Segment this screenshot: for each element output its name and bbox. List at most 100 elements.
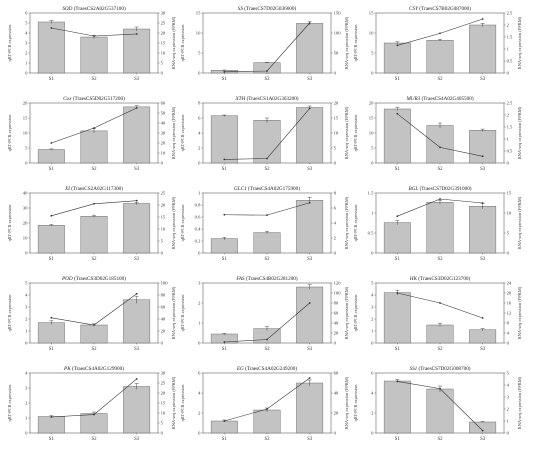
- right-tick-label: 0: [507, 251, 510, 256]
- category-label: S2: [437, 257, 443, 262]
- y2-axis-label: RNA-seq expression (FPKM): [171, 196, 176, 249]
- right-tick-label: 20: [161, 329, 166, 334]
- left-tick-label: 20: [23, 221, 28, 226]
- chart-panel-cox: Cox (TraesCS5D02G517200) 0 5 10 15 20 0 10 20 30 4…: [7, 95, 176, 172]
- category-label: S1: [49, 437, 55, 442]
- left-tick-label: 10: [23, 236, 28, 241]
- right-tick-label: 10: [161, 227, 166, 232]
- rnaseq-point: [481, 429, 484, 432]
- right-tick-label: 3: [507, 395, 510, 400]
- left-tick-label: 15: [23, 116, 28, 121]
- right-tick-label: 5: [507, 371, 510, 376]
- right-tick-label: 20: [334, 101, 339, 106]
- rnaseq-point: [396, 112, 399, 115]
- gene-name: EG: [236, 366, 244, 372]
- y2-axis-label: RNA-seq expression (FPKM): [171, 376, 176, 429]
- category-label: S1: [49, 167, 55, 172]
- right-tick-label: 30: [161, 131, 166, 136]
- rnaseq-point: [439, 32, 441, 35]
- right-tick-label: 50: [161, 111, 166, 116]
- category-label: S2: [264, 167, 270, 172]
- y2-axis-label: RNA-seq expression (FPKM): [517, 376, 522, 429]
- right-tick-label: 1: [507, 137, 510, 142]
- chart-panel-fas: FAS (TraesCS4B02G281200) 0 1 2 3 0 20 40 60 80 100…: [180, 275, 349, 352]
- bar-s1: [210, 238, 238, 254]
- right-tick-label: 0: [161, 341, 164, 346]
- category-label: S1: [49, 347, 55, 352]
- right-tick-label: 0: [334, 71, 337, 76]
- rnaseq-point: [481, 155, 484, 158]
- bar-s3: [469, 205, 497, 254]
- left-tick-label: 3: [198, 281, 201, 286]
- right-tick-label: 30: [161, 371, 166, 376]
- left-tick-label: 2: [25, 51, 28, 56]
- left-tick-label: 0.8: [195, 203, 201, 208]
- rnaseq-point: [223, 158, 226, 161]
- rnaseq-point: [396, 215, 399, 218]
- y-axis-label: qRT-PCR expression: [353, 384, 358, 422]
- left-tick-label: 6: [371, 371, 374, 376]
- left-tick-label: 0: [371, 431, 374, 436]
- left-tick-label: 1: [198, 321, 201, 326]
- rnaseq-point: [266, 70, 268, 72]
- left-tick-label: 0.5: [368, 231, 374, 236]
- left-tick-label: 4: [371, 391, 374, 396]
- bar-s1: [37, 225, 65, 254]
- panel-title: POD (TraesCS3D02G185100): [61, 275, 126, 282]
- right-tick-label: 80: [161, 293, 166, 298]
- panel-title: GLC1 (TraesCS4A02G175900): [234, 185, 300, 192]
- gene-name: GLC1: [234, 186, 247, 192]
- category-label: S3: [134, 347, 140, 352]
- category-label: S2: [264, 77, 270, 82]
- bar-s1: [37, 322, 65, 344]
- rnaseq-point: [50, 416, 53, 418]
- rnaseq-point: [50, 316, 53, 319]
- left-tick-label: 5: [198, 51, 201, 56]
- gene-id: (TraesCS1A02G363200): [245, 95, 299, 102]
- left-tick-label: 5: [25, 21, 28, 26]
- left-tick-label: 0: [25, 251, 28, 256]
- category-label: S2: [264, 437, 270, 442]
- panel-title: XI (TraesCS2A02G117300): [64, 185, 123, 192]
- left-tick-label: 4: [25, 31, 28, 36]
- y-axis-label: qRT-PCR expression: [353, 114, 358, 152]
- right-tick-label: 2: [507, 23, 510, 28]
- left-tick-label: 0: [371, 71, 374, 76]
- gene-name: POD: [61, 276, 73, 282]
- gene-id: (TraesCS4A02G249200): [244, 365, 298, 372]
- category-label: S3: [307, 77, 313, 82]
- left-tick-label: 0: [198, 161, 201, 166]
- category-label: S2: [91, 347, 97, 352]
- panel-title: HK (TraesCS3D02G123700): [409, 275, 471, 282]
- bar-s1: [383, 108, 411, 164]
- y2-axis-label: RNA-seq expression (FPKM): [344, 286, 349, 339]
- right-tick-label: 0: [334, 251, 337, 256]
- gene-id: (TraesCS2A02G537100): [72, 5, 126, 12]
- gene-id: (TraesCS4B02G281200): [245, 275, 298, 282]
- category-label: S1: [395, 347, 401, 352]
- right-tick-label: 15: [334, 116, 339, 121]
- left-tick-label: 6: [198, 116, 201, 121]
- category-label: S3: [134, 77, 140, 82]
- left-tick-label: 15: [196, 11, 201, 16]
- bar-s1: [210, 420, 238, 434]
- left-tick-label: 2: [25, 317, 28, 322]
- category-label: S3: [134, 167, 140, 172]
- right-tick-label: 20: [334, 331, 339, 336]
- gene-id: (TraesCS7D02G036600): [243, 5, 297, 12]
- y-axis-label: qRT-PCR expression: [7, 114, 12, 152]
- right-tick-label: 8: [507, 321, 510, 326]
- bar-s1: [383, 292, 411, 344]
- category-label: S3: [480, 437, 486, 442]
- left-tick-label: 3: [371, 305, 374, 310]
- rnaseq-point: [439, 387, 441, 390]
- rnaseq-point: [481, 202, 484, 204]
- y-axis-label: qRT-PCR expression: [180, 204, 185, 242]
- right-tick-label: 10: [161, 411, 166, 416]
- left-tick-label: 10: [23, 131, 28, 136]
- right-tick-label: 8: [334, 191, 337, 196]
- right-tick-label: 10: [334, 131, 339, 136]
- gene-name: SOD: [62, 6, 72, 12]
- gene-name: XTH: [234, 96, 245, 102]
